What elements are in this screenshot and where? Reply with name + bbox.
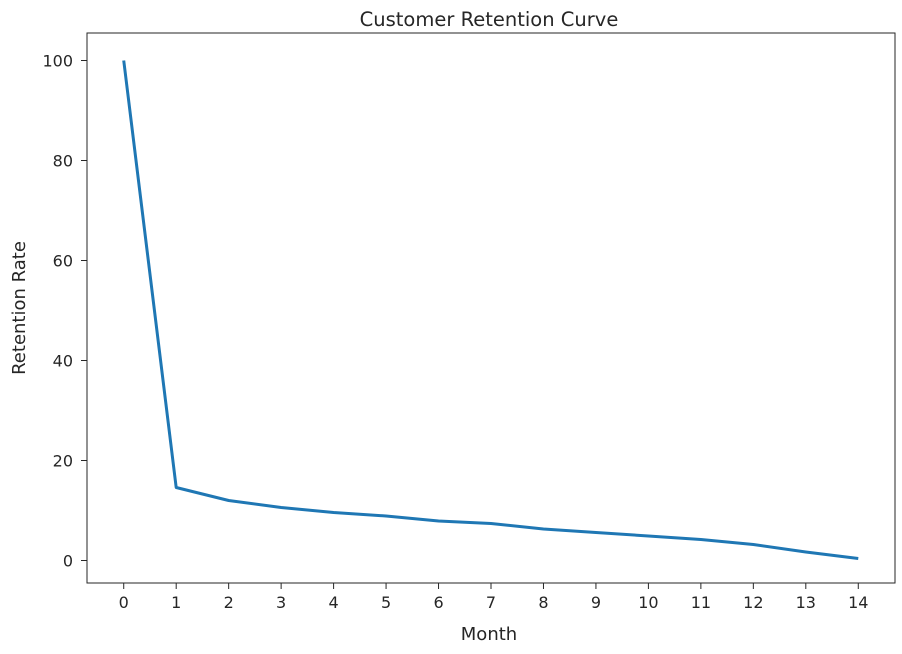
x-tick-label: 8	[538, 593, 548, 612]
x-tick-label: 9	[591, 593, 601, 612]
x-tick-label: 10	[638, 593, 658, 612]
series-line	[122, 60, 859, 560]
y-tick-label: 0	[63, 552, 73, 571]
series-layer	[122, 60, 859, 560]
y-tick-label: 80	[53, 152, 73, 171]
x-tick-label: 5	[381, 593, 391, 612]
x-tick-label: 12	[743, 593, 763, 612]
y-tick-label: 20	[53, 452, 73, 471]
x-tick-label: 1	[171, 593, 181, 612]
y-tick-label: 60	[53, 252, 73, 271]
x-tick-label: 4	[329, 593, 339, 612]
x-tick-label: 3	[276, 593, 286, 612]
y-tick-label: 40	[53, 352, 73, 371]
y-axis-label: Retention Rate	[9, 241, 30, 375]
x-axis-label: Month	[461, 624, 517, 645]
x-tick-label: 13	[796, 593, 816, 612]
x-tick-label: 0	[119, 593, 129, 612]
x-tick-label: 14	[848, 593, 868, 612]
y-tick-label: 100	[42, 52, 73, 71]
x-axis: 0 1 2 3 4 5 6 7 8 9 10 11 12 13 14	[119, 583, 868, 612]
y-axis: 0 20 40 60 80 100	[42, 52, 87, 571]
x-tick-label: 11	[691, 593, 711, 612]
chart-title: Customer Retention Curve	[360, 8, 619, 31]
x-tick-label: 6	[433, 593, 443, 612]
x-tick-label: 2	[224, 593, 234, 612]
x-tick-label: 7	[486, 593, 496, 612]
